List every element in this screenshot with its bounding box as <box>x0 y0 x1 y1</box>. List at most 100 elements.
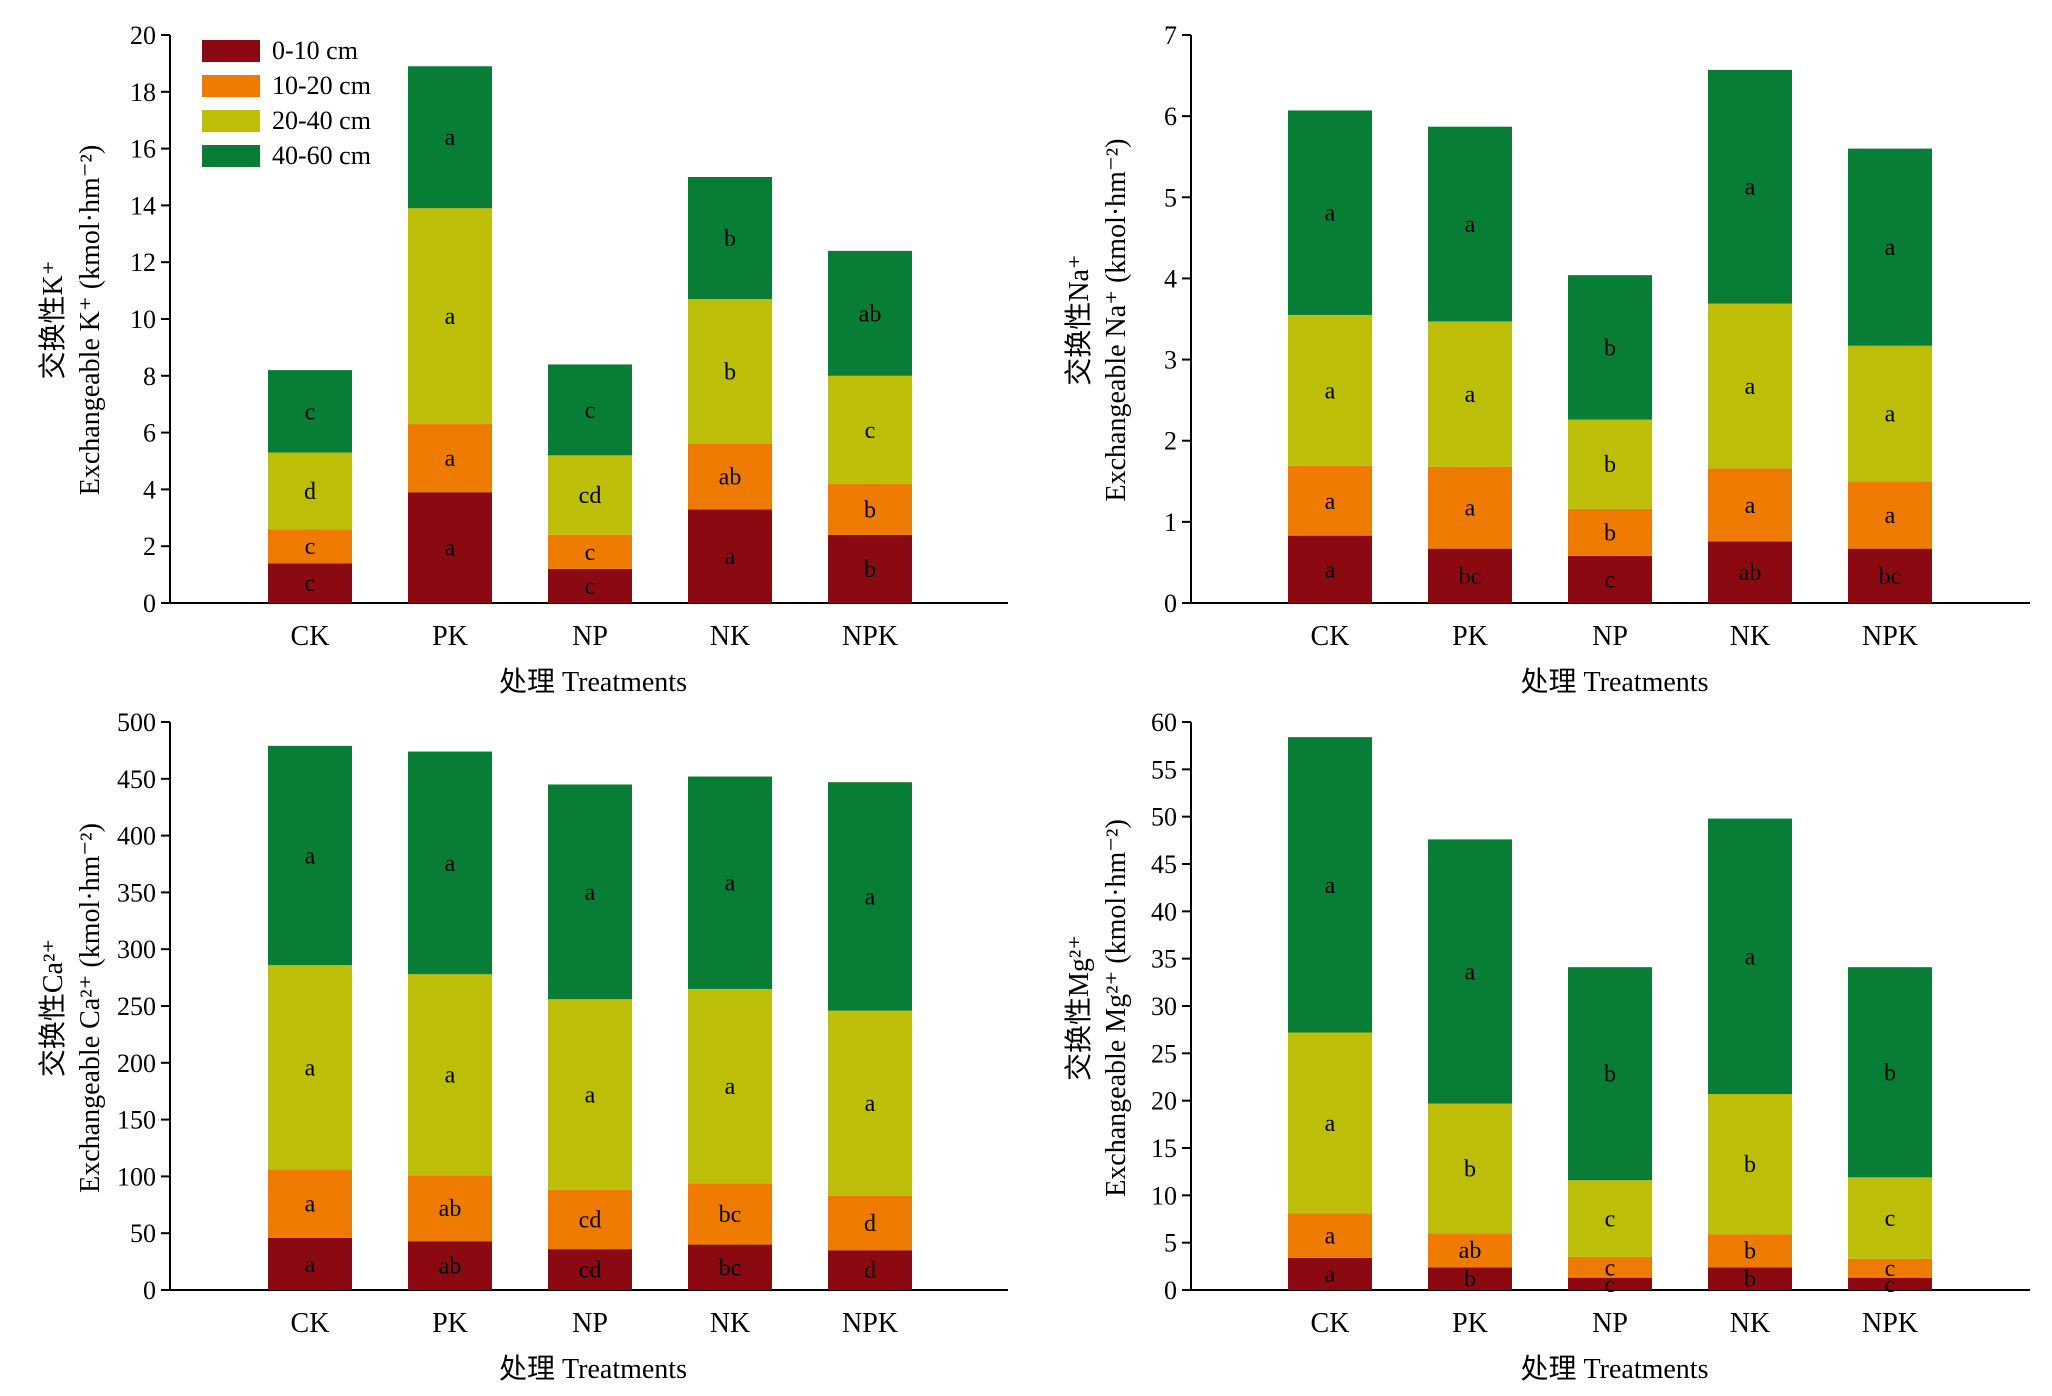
y-tick-label: 400 <box>117 822 156 851</box>
significance-label: cd <box>579 483 602 509</box>
bar-segment <box>1288 465 1372 536</box>
significance-label: b <box>1464 1267 1476 1293</box>
significance-label: a <box>1885 402 1896 428</box>
bar-segment <box>1708 1234 1792 1268</box>
y-tick-label: 100 <box>117 1162 156 1191</box>
bar-segment <box>688 299 772 444</box>
significance-label: bc <box>1879 564 1902 590</box>
y-tick-label: 0 <box>1164 589 1177 618</box>
legend-swatch <box>202 75 260 97</box>
y-tick-label: 0 <box>143 1276 156 1305</box>
legend-label: 20-40 cm <box>272 106 371 135</box>
y-axis-title-cn: 交换性Mg²⁺ <box>1063 935 1095 1081</box>
y-tick-label: 14 <box>130 191 156 220</box>
bar-segment <box>1708 818 1792 1095</box>
y-tick-label: 150 <box>117 1106 156 1135</box>
significance-label: b <box>1604 452 1616 478</box>
y-axis-title-en: Exchangeable Na⁺ (kmol·hm⁻²) <box>1101 139 1132 502</box>
significance-label: a <box>1325 1262 1336 1288</box>
x-tick-label: CK <box>1311 621 1350 652</box>
x-tick-label: NK <box>1730 621 1770 652</box>
y-axis-title-cn: 交换性K⁺ <box>37 260 69 379</box>
y-tick-label: 15 <box>1151 1134 1177 1163</box>
y-tick-label: 2 <box>1164 427 1177 456</box>
bar-segment <box>1288 1257 1372 1290</box>
significance-label: a <box>1745 175 1756 201</box>
bar-segment <box>688 509 772 603</box>
significance-label: a <box>445 446 456 472</box>
significance-label: c <box>1605 1207 1616 1233</box>
bar-segment <box>268 529 352 564</box>
significance-label: a <box>1325 378 1336 404</box>
significance-label: b <box>1884 1060 1896 1086</box>
legend-label: 10-20 cm <box>272 71 371 100</box>
significance-label: a <box>445 125 456 151</box>
significance-label: a <box>865 1091 876 1117</box>
bar-segment <box>828 483 912 535</box>
significance-label: b <box>1744 1152 1756 1178</box>
significance-label: a <box>1325 489 1336 515</box>
significance-label: a <box>305 1055 316 1081</box>
bar-segment <box>688 177 772 300</box>
bar-segment <box>1568 967 1652 1181</box>
y-tick-label: 500 <box>117 708 156 737</box>
legend-label: 40-60 cm <box>272 141 371 170</box>
bar-segment <box>408 492 492 603</box>
significance-label: ab <box>439 1254 462 1280</box>
bar-segment <box>828 375 912 484</box>
y-tick-label: 45 <box>1151 850 1177 879</box>
bar-segment <box>1288 737 1372 1033</box>
y-tick-label: 20 <box>1151 1087 1177 1116</box>
significance-label: b <box>724 360 736 386</box>
y-tick-label: 5 <box>1164 183 1177 212</box>
bar-segment <box>1568 1256 1652 1278</box>
significance-label: ab <box>719 465 742 491</box>
significance-label: c <box>585 540 596 566</box>
significance-label: bc <box>1459 564 1482 590</box>
bar-segment <box>1848 1277 1932 1290</box>
y-tick-label: 5 <box>1164 1229 1177 1258</box>
y-tick-label: 60 <box>1151 708 1177 737</box>
bar-segment <box>268 745 352 966</box>
bar-segment <box>408 208 492 425</box>
bar-segment <box>1288 1032 1372 1214</box>
bar-segment <box>688 443 772 510</box>
significance-label: a <box>305 1252 316 1278</box>
y-tick-label: 0 <box>1164 1276 1177 1305</box>
y-tick-label: 6 <box>143 419 156 448</box>
bar-segment <box>408 1175 492 1242</box>
x-tick-label: CK <box>1311 1308 1350 1339</box>
y-tick-label: 18 <box>130 78 156 107</box>
bar-segment <box>828 1250 912 1290</box>
x-tick-label: NK <box>710 621 750 652</box>
significance-label: c <box>1885 1256 1896 1282</box>
x-tick-label: NPK <box>842 621 898 652</box>
significance-label: b <box>864 497 876 523</box>
significance-label: b <box>724 226 736 252</box>
y-tick-label: 250 <box>117 992 156 1021</box>
x-tick-label: NK <box>710 1308 750 1339</box>
bar-segment <box>1848 481 1932 549</box>
y-tick-label: 8 <box>143 362 156 391</box>
bar-segment <box>408 66 492 209</box>
bar-segment <box>1568 555 1652 603</box>
significance-label: d <box>864 1258 876 1284</box>
x-axis-title: 处理 Treatments <box>499 1353 687 1385</box>
significance-label: c <box>1605 1255 1616 1281</box>
significance-label: c <box>1885 1272 1896 1298</box>
bar-segment <box>1428 1233 1512 1268</box>
bar-segment <box>548 999 632 1191</box>
y-tick-label: 4 <box>1164 264 1177 293</box>
significance-label: c <box>305 534 316 560</box>
bar-segment <box>1288 535 1372 603</box>
significance-label: a <box>585 880 596 906</box>
y-tick-label: 40 <box>1151 897 1177 926</box>
bar-segment <box>828 782 912 1011</box>
bar-segment <box>408 751 492 975</box>
y-tick-label: 300 <box>117 935 156 964</box>
bar-segment <box>1708 468 1792 542</box>
bar-segment <box>408 424 492 493</box>
significance-label: a <box>1465 496 1476 522</box>
bar-segment <box>1288 1213 1372 1258</box>
